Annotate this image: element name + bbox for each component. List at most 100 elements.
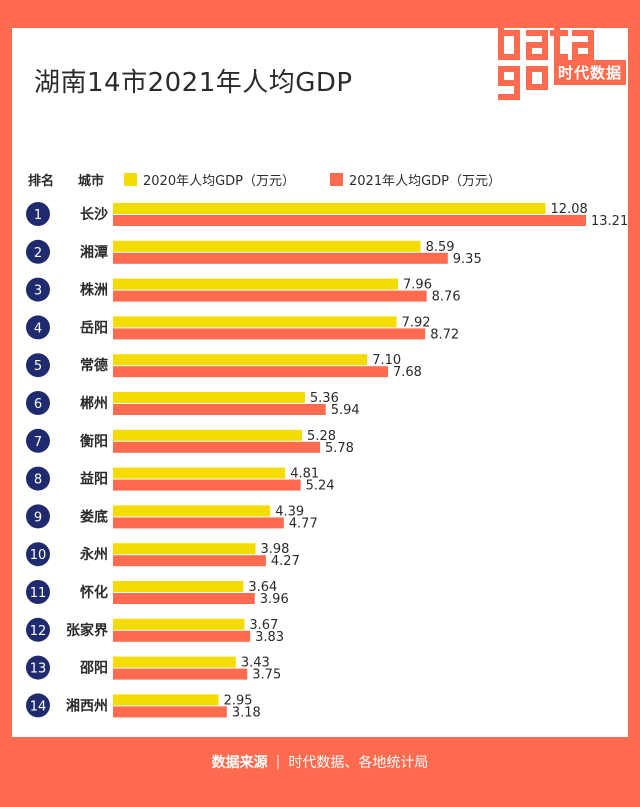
value-label-2021: 8.72 (430, 327, 459, 342)
bar-2020 (113, 505, 271, 517)
bar-2020 (113, 467, 286, 479)
bar-2021 (113, 668, 248, 680)
city-label: 岳阳 (80, 319, 108, 336)
value-label-2020: 7.10 (372, 353, 401, 368)
bar-2021 (113, 366, 388, 378)
rank-circle (26, 315, 50, 340)
city-label: 衡阳 (80, 433, 108, 450)
city-label: 湘潭 (80, 244, 108, 261)
rank-circle (26, 504, 50, 529)
value-label-2021: 13.21 (591, 214, 628, 229)
legend-2021: 2021年人均GDP（万元） (330, 170, 501, 189)
rank-circle (26, 353, 50, 378)
rank-circle (26, 277, 50, 302)
rank-number: 10 (30, 548, 47, 563)
value-label-2020: 7.92 (402, 315, 431, 330)
city-label: 株洲 (80, 282, 108, 299)
city-label: 怀化 (80, 584, 108, 601)
value-label-2021: 3.83 (255, 630, 284, 645)
bar-2020 (113, 203, 546, 214)
bar-2020 (113, 543, 256, 555)
rank-circle (26, 202, 50, 226)
bar-2020 (113, 240, 421, 252)
bar-2021 (113, 555, 266, 567)
rank-number: 3 (34, 284, 42, 299)
rank-number: 7 (34, 435, 42, 450)
value-label-2021: 4.77 (289, 516, 318, 531)
value-label-2020: 2.95 (224, 693, 253, 708)
bar-2021 (113, 517, 284, 529)
city-label: 张家界 (66, 622, 109, 639)
value-label-2021: 9.35 (453, 252, 482, 267)
rank-circle (26, 391, 50, 415)
value-label-2021: 8.76 (432, 290, 461, 305)
rank-circle (26, 542, 50, 567)
legend-label-2020: 2020年人均GDP（万元） (143, 174, 296, 189)
bar-2020 (113, 694, 219, 706)
city-label: 郴州 (80, 395, 108, 412)
rank-circle (26, 617, 50, 642)
bar-2021 (113, 630, 251, 642)
footer: 数据来源 | 时代数据、各地统计局 (0, 737, 640, 787)
rank-header: 排名 (28, 174, 55, 189)
value-label-2020: 3.67 (249, 618, 278, 633)
bar-2021 (113, 593, 255, 604)
chart-title: 湖南14市2021年人均GDP (34, 68, 353, 98)
source-label: 数据来源 (211, 755, 268, 771)
value-label-2020: 3.64 (248, 580, 277, 595)
city-label: 长沙 (80, 206, 108, 223)
rank-number: 6 (34, 397, 42, 412)
rank-circle (26, 580, 50, 604)
city-label: 湘西州 (66, 697, 108, 714)
value-label-2020: 8.59 (426, 240, 455, 255)
bar-2020 (113, 429, 303, 441)
value-label-2021: 5.24 (306, 479, 335, 494)
logo-cn-text: 时代数据 (554, 60, 627, 85)
rank-number: 11 (30, 586, 47, 601)
city-label: 常德 (80, 357, 108, 374)
bar-2020 (113, 392, 305, 403)
rank-number: 2 (34, 246, 42, 261)
bar-2021 (113, 215, 586, 226)
value-label-2020: 12.08 (551, 202, 588, 217)
bar-2021 (113, 479, 301, 491)
footer-separator: | (275, 754, 281, 770)
value-label-2020: 7.96 (403, 278, 432, 293)
city-label: 娄底 (80, 508, 108, 525)
bar-2021 (113, 290, 427, 302)
rank-circle (26, 466, 50, 491)
rank-number: 5 (34, 359, 42, 374)
rank-circle (26, 693, 50, 718)
value-label-2020: 3.98 (261, 542, 290, 557)
bar-2021 (113, 252, 448, 264)
bar-2021 (113, 404, 326, 415)
value-label-2021: 7.68 (393, 365, 422, 380)
legend-label-2021: 2021年人均GDP（万元） (349, 174, 502, 189)
value-label-2021: 5.94 (331, 403, 360, 418)
legend-swatch-2021 (330, 173, 343, 186)
rank-number: 4 (34, 321, 42, 336)
city-label: 永州 (79, 546, 108, 563)
bar-2021 (113, 706, 227, 718)
bar-2020 (113, 581, 244, 592)
rank-circle (26, 428, 50, 453)
legend-swatch-2020 (124, 173, 137, 186)
bar-2020 (113, 656, 236, 668)
rank-number: 1 (34, 208, 42, 223)
city-label: 邵阳 (79, 661, 108, 677)
value-label-2020: 5.28 (307, 429, 336, 444)
value-label-2020: 3.43 (241, 656, 270, 671)
source-text: 时代数据、各地统计局 (288, 755, 429, 771)
rank-number: 8 (34, 473, 42, 488)
bar-2020 (113, 316, 397, 328)
rank-number: 14 (30, 699, 47, 714)
rank-circle (26, 655, 50, 680)
bar-2020 (113, 354, 368, 366)
city-label: 益阳 (80, 471, 108, 488)
rank-number: 12 (30, 624, 47, 639)
bar-2021 (113, 328, 426, 340)
value-label-2021: 4.27 (271, 554, 300, 569)
value-label-2020: 4.81 (290, 467, 319, 482)
legend-2020: 2020年人均GDP（万元） (124, 170, 295, 189)
